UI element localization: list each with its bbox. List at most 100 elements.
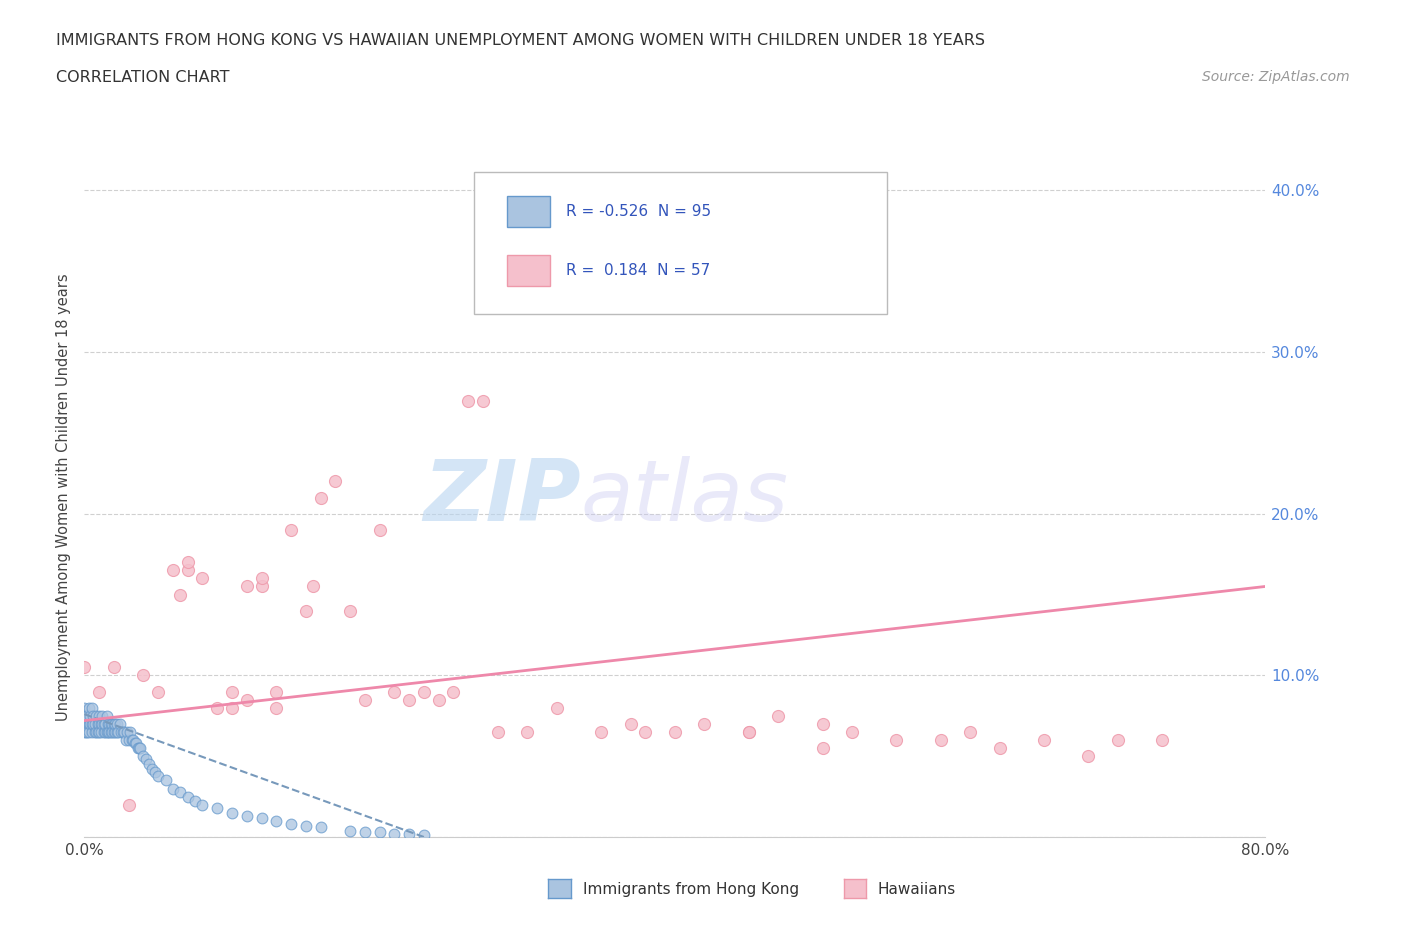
Point xyxy=(103,716,125,731)
Point xyxy=(236,692,259,707)
Point xyxy=(73,716,96,731)
Point xyxy=(1077,749,1099,764)
Point xyxy=(82,709,104,724)
Point xyxy=(413,684,436,699)
Point xyxy=(75,724,97,739)
Point xyxy=(83,724,105,739)
Point xyxy=(309,490,332,505)
Point xyxy=(811,740,834,755)
Point xyxy=(82,716,104,731)
Point xyxy=(75,716,97,731)
Point xyxy=(103,724,125,739)
Point xyxy=(114,733,136,748)
Point xyxy=(98,716,121,731)
Point xyxy=(354,825,377,840)
Point xyxy=(264,684,288,699)
Point xyxy=(382,827,406,842)
Point xyxy=(382,684,406,699)
Point xyxy=(959,724,981,739)
Point xyxy=(76,709,98,724)
Point xyxy=(250,810,273,825)
Point xyxy=(83,716,105,731)
Point xyxy=(118,733,141,748)
Point xyxy=(738,724,761,739)
Point xyxy=(148,768,170,783)
Point xyxy=(94,724,117,739)
Point xyxy=(125,736,148,751)
Point xyxy=(250,571,273,586)
Point xyxy=(80,700,103,715)
Point xyxy=(132,749,155,764)
Point xyxy=(221,684,243,699)
Point xyxy=(120,724,142,739)
Point xyxy=(457,393,479,408)
Point xyxy=(546,700,568,715)
Point xyxy=(118,797,141,812)
Point xyxy=(143,764,166,779)
FancyBboxPatch shape xyxy=(508,256,550,286)
Point xyxy=(122,733,145,748)
Point xyxy=(77,700,100,715)
Point xyxy=(103,660,125,675)
Point xyxy=(73,709,96,724)
Point xyxy=(77,716,100,731)
Point xyxy=(738,724,761,739)
Point xyxy=(169,587,191,602)
Point xyxy=(89,684,111,699)
Point xyxy=(236,808,259,823)
Point xyxy=(295,818,318,833)
Point xyxy=(472,393,495,408)
Point xyxy=(73,724,96,739)
Point xyxy=(634,724,657,739)
Point xyxy=(221,700,243,715)
Point xyxy=(427,692,450,707)
Point xyxy=(184,794,207,809)
Point xyxy=(264,700,288,715)
Point xyxy=(127,740,149,755)
Point xyxy=(101,724,124,739)
Text: R = -0.526  N = 95: R = -0.526 N = 95 xyxy=(567,204,711,219)
Point xyxy=(302,579,325,594)
Point xyxy=(841,724,863,739)
Text: Immigrants from Hong Kong: Immigrants from Hong Kong xyxy=(583,882,800,897)
Text: atlas: atlas xyxy=(581,456,789,539)
Point xyxy=(1107,733,1129,748)
Point xyxy=(664,724,686,739)
Point xyxy=(309,820,332,835)
Point xyxy=(93,716,115,731)
Point xyxy=(96,724,118,739)
Point xyxy=(177,563,200,578)
Point xyxy=(619,716,641,731)
Point xyxy=(191,797,214,812)
Point xyxy=(138,757,160,772)
Point xyxy=(80,724,103,739)
Point xyxy=(104,724,127,739)
Point xyxy=(368,523,391,538)
Point xyxy=(86,724,108,739)
Point xyxy=(76,724,98,739)
Point xyxy=(91,716,114,731)
Point xyxy=(486,724,509,739)
Text: Hawaiians: Hawaiians xyxy=(877,882,956,897)
Point xyxy=(591,724,613,739)
Point xyxy=(141,762,163,777)
Point xyxy=(250,579,273,594)
Point xyxy=(128,740,150,755)
Point xyxy=(97,724,120,739)
Point xyxy=(398,827,420,842)
Point xyxy=(339,823,361,838)
Point xyxy=(205,700,228,715)
Point xyxy=(89,724,111,739)
Point xyxy=(162,781,184,796)
Point xyxy=(516,724,538,739)
Point xyxy=(90,724,112,739)
Point xyxy=(124,736,146,751)
Point xyxy=(115,724,138,739)
Point xyxy=(177,790,200,804)
FancyBboxPatch shape xyxy=(508,196,550,227)
Point xyxy=(236,579,259,594)
Point xyxy=(89,716,111,731)
Point xyxy=(108,716,131,731)
Point xyxy=(101,716,124,731)
Point xyxy=(886,733,908,748)
